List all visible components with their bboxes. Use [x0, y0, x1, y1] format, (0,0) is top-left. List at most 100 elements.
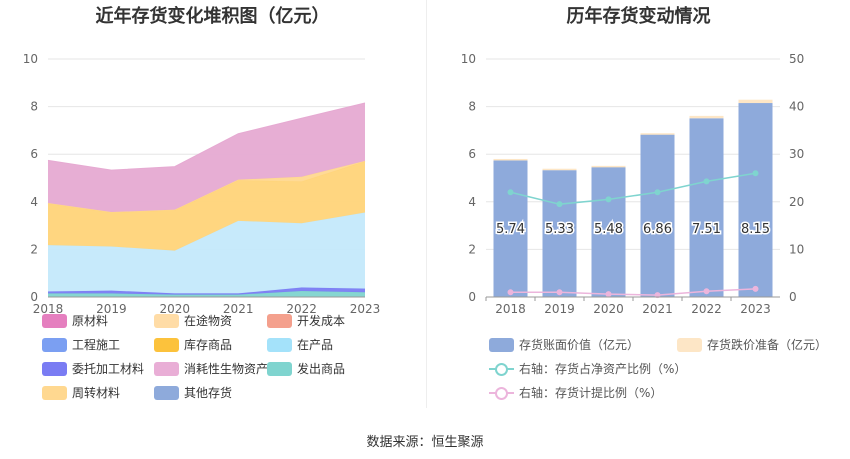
right-chart-panel: 历年存货变动情况 0 2 4 6 8 10 0 10 20 30 40 50 5.74 5.33 5.48 6… [427, 0, 850, 430]
area-series-edge-5 [47, 102, 366, 171]
legend-label: 原材料 [72, 314, 109, 328]
left-legend-item[interactable]: 发出商品 [267, 360, 345, 377]
right-x-tick-label: 2023 [740, 302, 771, 316]
legend-label: 存货账面价值（亿元） [519, 338, 640, 352]
left-legend-item[interactable]: 其他存货 [154, 384, 232, 401]
bar-data-label: 5.74 [496, 222, 525, 237]
right-y-tick-label: 6 [468, 147, 476, 161]
bar-impairment [738, 99, 773, 104]
data-source: 数据来源：恒生聚源 [366, 435, 484, 450]
right-y2-tick-label: 30 [789, 147, 804, 161]
left-y-tick-label: 0 [30, 290, 38, 304]
right-legend-item[interactable]: 右轴：存货占净资产比例（%） [489, 360, 686, 377]
right-x-tick-label: 2020 [593, 302, 624, 316]
bar-book-value [591, 166, 626, 297]
left-x-tick-label: 2019 [96, 302, 127, 316]
right-x-tick-label: 2021 [642, 302, 673, 316]
right-y-tick-label: 2 [468, 242, 476, 256]
right-legend-item[interactable]: 右轴：存货计提比例（%） [489, 384, 662, 401]
line-point [752, 170, 759, 177]
legend-label: 委托加工材料 [72, 362, 145, 376]
left-chart-panel: 近年存货变化堆积图（亿元） 0 2 4 6 8 10 2018 2019 2020 2021 202… [0, 0, 425, 430]
bar-impairment [640, 133, 675, 135]
line-point [507, 289, 514, 296]
legend-label: 发出商品 [297, 362, 346, 376]
right-y-tick-label: 0 [468, 290, 476, 304]
legend-swatch [42, 385, 67, 400]
line-point [654, 292, 661, 299]
right-legend-item[interactable]: 存货账面价值（亿元） [489, 336, 639, 353]
bar-book-value [493, 160, 528, 297]
left-x-tick-label: 2023 [350, 302, 381, 316]
left-legend-item[interactable]: 周转材料 [42, 384, 120, 401]
left-legend-item[interactable]: 委托加工材料 [42, 360, 144, 377]
legend-swatch [267, 337, 292, 352]
left-y-tick-label: 6 [30, 147, 38, 161]
right-y2-tick-label: 50 [789, 52, 804, 66]
left-legend-item[interactable]: 库存商品 [154, 336, 232, 353]
legend-label: 库存商品 [184, 338, 233, 352]
left-x-tick-label: 2018 [33, 302, 64, 316]
area-series-3 [48, 161, 365, 251]
bar-book-value [689, 118, 724, 298]
legend-label: 周转材料 [72, 386, 121, 400]
bar-book-value [738, 103, 773, 297]
left-y-tick-label: 10 [23, 52, 38, 66]
legend-swatch [42, 361, 67, 376]
line-point [507, 189, 514, 196]
bar-line-chart: 0 2 4 6 8 10 0 10 20 30 40 50 5.74 5.33 5.48 6.86 7.51 8.… [461, 52, 805, 316]
legend-label: 存货跌价准备（亿元） [707, 338, 828, 352]
left-legend-item[interactable]: 消耗性生物资产 [154, 360, 268, 377]
legend-swatch [489, 386, 514, 400]
right-y2-tick-label: 10 [789, 242, 804, 256]
legend-label: 右轴：存货占净资产比例（%） [519, 362, 687, 376]
line-point [556, 201, 563, 208]
legend-swatch [154, 361, 179, 376]
right-y2-tick-label: 0 [789, 290, 797, 304]
legend-swatch [154, 385, 179, 400]
bar-impairment [689, 115, 724, 119]
right-y2-tick-label: 40 [789, 100, 804, 114]
legend-swatch [154, 337, 179, 352]
bar-impairment [591, 165, 626, 168]
bar-impairment [493, 158, 528, 161]
left-y-tick-label: 2 [30, 242, 38, 256]
left-legend-item[interactable]: 工程施工 [42, 336, 120, 353]
area-series-0 [48, 291, 365, 297]
right-y2-tick-label: 20 [789, 195, 804, 209]
right-legend-item[interactable]: 存货跌价准备（亿元） [677, 336, 827, 353]
legend-swatch [42, 313, 67, 328]
line-point [752, 285, 759, 292]
area-series-5 [48, 103, 365, 213]
legend-swatch [42, 337, 67, 352]
legend-swatch [267, 361, 292, 376]
left-legend-item[interactable]: 在产品 [267, 336, 333, 353]
legend-label: 消耗性生物资产 [184, 362, 269, 376]
line-point [605, 196, 612, 203]
left-y-tick-label: 8 [30, 100, 38, 114]
bar-data-label: 5.33 [545, 222, 574, 237]
left-legend-item[interactable]: 开发成本 [267, 312, 345, 329]
legend-swatch [267, 313, 292, 328]
legend-swatch [154, 313, 179, 328]
legend-label: 在产品 [297, 338, 334, 352]
legend-swatch [489, 337, 514, 352]
left-legend-item[interactable]: 原材料 [42, 312, 108, 329]
bar-impairment [542, 168, 577, 171]
left-legend-item[interactable]: 在途物资 [154, 312, 232, 329]
right-y-tick-label: 4 [468, 195, 476, 209]
right-x-tick-label: 2018 [495, 302, 526, 316]
line-point [556, 289, 563, 296]
line-series-1 [510, 288, 756, 296]
bar-data-label: 6.86 [643, 222, 672, 237]
left-x-tick-label: 2021 [223, 302, 254, 316]
area-series-2 [48, 212, 365, 294]
legend-label: 开发成本 [297, 314, 346, 328]
right-x-tick-label: 2019 [544, 302, 575, 316]
bar-data-label: 8.15 [741, 222, 770, 237]
legend-swatch [489, 362, 514, 376]
left-x-tick-label: 2020 [160, 302, 191, 316]
right-y-tick-label: 10 [461, 52, 476, 66]
line-point [654, 189, 661, 196]
line-point [703, 288, 710, 295]
